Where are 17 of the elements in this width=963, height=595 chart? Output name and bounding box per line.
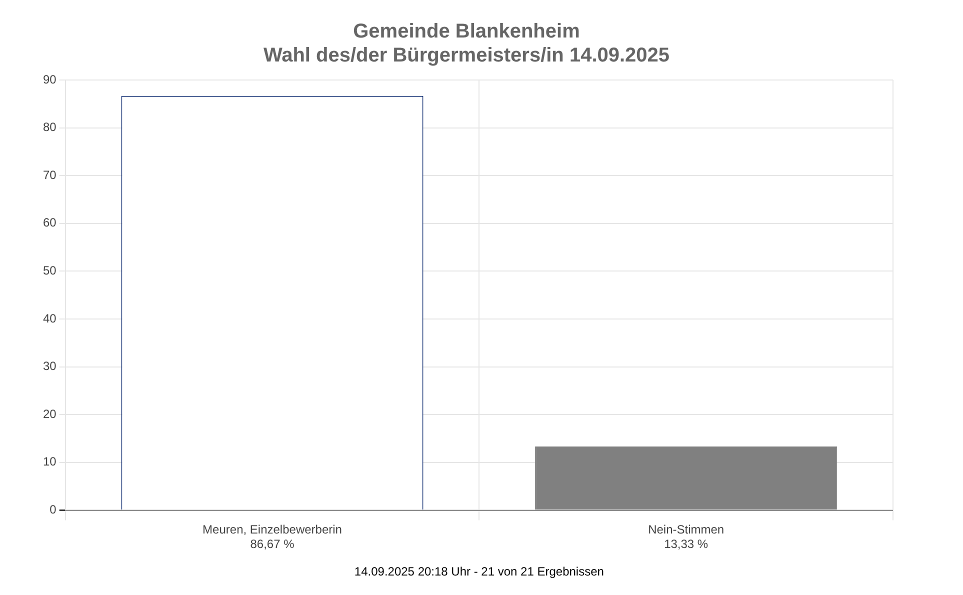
chart-title: Gemeinde Blankenheim — [353, 20, 580, 43]
y-tick-label: 30 — [42, 359, 57, 374]
chart-subtitle: Wahl des/der Bürgermeisters/in 14.09.2025 — [263, 44, 670, 67]
y-tick-label: 90 — [42, 72, 57, 86]
y-tick-label: 20 — [42, 406, 57, 421]
y-tick-label: 60 — [42, 216, 57, 230]
y-tick-label: 70 — [42, 168, 57, 182]
data-label: 86,67 % — [250, 537, 295, 552]
x-tick-label: Nein-Stimmen — [648, 522, 724, 537]
data-label: 13,33 % — [664, 537, 708, 552]
y-tick-label: 0 — [50, 502, 57, 517]
y-tick-label: 80 — [42, 120, 57, 134]
y-tick-label: 10 — [42, 454, 57, 469]
y-tick-label: 40 — [42, 311, 57, 326]
text: 14.09.2025 20:18 Uhr - 21 von 21 Ergebnissen — [354, 564, 604, 578]
y-tick-label: 50 — [42, 264, 57, 278]
x-tick-label: Meuren, Einzelbewerberin — [202, 522, 342, 537]
